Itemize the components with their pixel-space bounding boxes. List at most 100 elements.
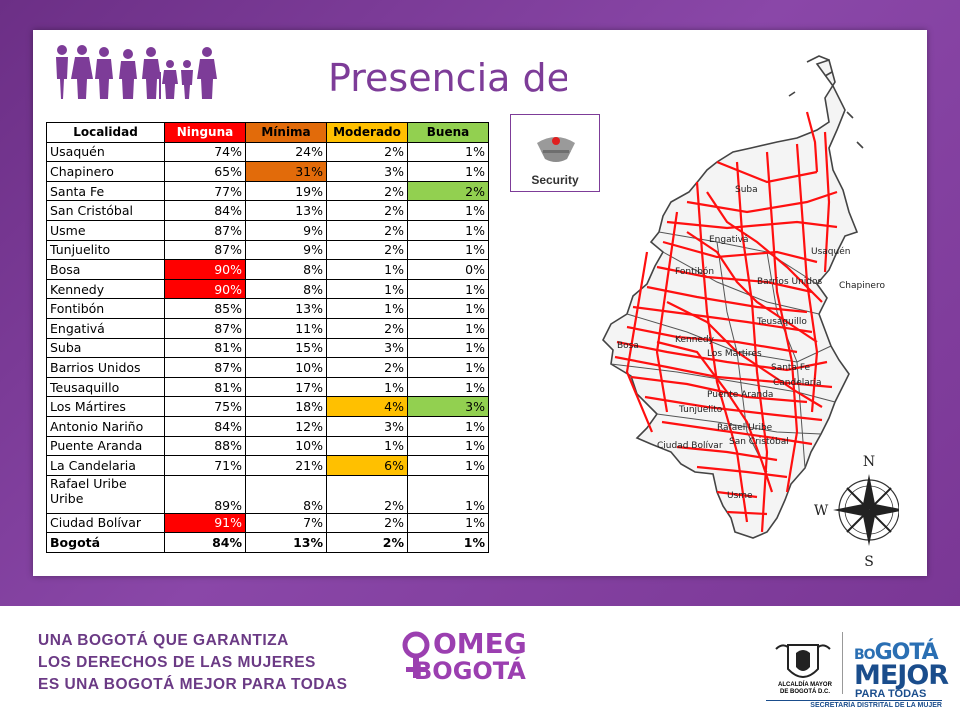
cell-buena: 1%: [407, 376, 489, 398]
cell-localidad: Fontibón: [46, 298, 165, 319]
cell-localidad: Rafael Uribe Uribe: [46, 474, 165, 514]
cell-buena: 2%: [407, 180, 489, 202]
cell-moderado: 2%: [326, 239, 408, 261]
compass-rose-icon: N S W E: [814, 454, 922, 570]
label-santa-fe: Santa Fe: [771, 363, 811, 373]
label-fontibon: Fontibón: [675, 266, 714, 277]
slogan-line-2: LOS DERECHOS DE LAS MUJERES: [38, 654, 316, 671]
cell-minima: 31%: [245, 161, 327, 182]
table-row: Suba 81% 15% 3% 1%: [46, 337, 489, 359]
cell-buena: 1%: [407, 474, 489, 514]
label-rafael-uribe: Rafael Uribe: [717, 423, 773, 433]
cell-buena: 0%: [407, 259, 489, 280]
police-cap-icon: [537, 137, 575, 162]
cell-moderado: 2%: [326, 200, 408, 221]
security-badge: Security: [510, 114, 600, 192]
label-los-martires: Los Mártires: [707, 349, 762, 359]
brand-gota: GOTÁ: [874, 640, 939, 665]
header-buena: Buena: [407, 122, 489, 143]
cell-moderado: 1%: [326, 259, 408, 280]
cell-buena: 1%: [407, 200, 489, 221]
cell-ninguna: 91%: [164, 512, 246, 534]
bogota-brand-line3: PARA TODAS: [855, 688, 927, 700]
cell-ninguna: 71%: [164, 455, 246, 476]
compass-s: S: [864, 554, 874, 570]
table-row: Engativá 87% 11% 2% 1%: [46, 317, 489, 339]
cell-buena: 1%: [407, 278, 489, 300]
slogan-line-3: ES UNA BOGOTÁ MEJOR PARA TODAS: [38, 676, 348, 693]
map-drawing: Suba Engativá Usaquén Fontibón Barrios U…: [602, 55, 922, 570]
brand-bo: BO: [854, 647, 876, 663]
cell-ninguna: 90%: [164, 259, 246, 280]
label-engativa: Engativá: [709, 235, 749, 245]
omeg-logo: OMEG BOGOTÁ: [400, 627, 527, 691]
cell-minima: 13%: [245, 298, 327, 319]
cell-buena: 1%: [407, 141, 489, 163]
secretaria-rule: [766, 700, 942, 701]
compass-n: N: [863, 454, 875, 470]
cell-buena: 1%: [407, 357, 489, 378]
cell-moderado: 3%: [326, 337, 408, 359]
table-row: Kennedy 90% 8% 1% 1%: [46, 278, 489, 300]
map-streets: [614, 111, 838, 533]
table-row: La Candelaria 71% 21% 6% 1%: [46, 455, 489, 476]
cell-moderado: 2%: [326, 317, 408, 339]
cell-minima: 8%: [245, 259, 327, 280]
header-ninguna: Ninguna: [164, 122, 246, 143]
label-kennedy: Kennedy: [675, 335, 715, 345]
bogota-map: Suba Engativá Usaquén Fontibón Barrios U…: [567, 52, 922, 570]
cell-ninguna: 88%: [164, 435, 246, 457]
label-usaquen: Usaquén: [811, 246, 850, 257]
table-row: Rafael Uribe Uribe 89% 8% 2% 1%: [46, 474, 489, 514]
cell-minima: 7%: [245, 512, 327, 534]
bogota-brand-line1: BOGOTÁ: [854, 640, 939, 665]
cell-minima: 9%: [245, 239, 327, 261]
cell-buena: 1%: [407, 532, 489, 553]
cell-buena: 1%: [407, 317, 489, 339]
cell-buena: 1%: [407, 239, 489, 261]
label-usme: Usme: [727, 491, 753, 501]
cell-moderado: 2%: [326, 474, 408, 514]
cell-localidad: Barrios Unidos: [46, 357, 165, 378]
label-suba: Suba: [735, 185, 758, 195]
table-row: Barrios Unidos 87% 10% 2% 1%: [46, 357, 489, 378]
cell-minima: 17%: [245, 376, 327, 398]
table-row: Bosa 90% 8% 1% 0%: [46, 259, 489, 280]
footer-slogan: UNA BOGOTÁ QUE GARANTIZA LOS DERECHOS DE…: [38, 630, 348, 696]
cell-buena: 1%: [407, 512, 489, 534]
table-row: Usme 87% 9% 2% 1%: [46, 219, 489, 241]
alcaldia-line-1: ALCALDÍA MAYOR: [778, 682, 832, 688]
cell-minima: 19%: [245, 180, 327, 202]
cell-minima: 12%: [245, 415, 327, 437]
cell-ninguna: 87%: [164, 239, 246, 261]
cell-buena: 1%: [407, 455, 489, 476]
table-row: Antonio Nariño 84% 12% 3% 1%: [46, 415, 489, 437]
header-moderado: Moderado: [326, 122, 408, 143]
cell-moderado: 3%: [326, 415, 408, 437]
table-row: Usaquén 74% 24% 2% 1%: [46, 141, 489, 163]
cell-ninguna: 89%: [164, 474, 246, 514]
cell-localidad: Bosa: [46, 259, 165, 280]
compass-w: W: [814, 503, 829, 519]
map-hills: [788, 55, 864, 149]
cell-localidad: San Cristóbal: [46, 200, 165, 221]
table-row: Teusaquillo 81% 17% 1% 1%: [46, 376, 489, 398]
cell-localidad: Usaquén: [46, 141, 165, 163]
table-row: Tunjuelito 87% 9% 2% 1%: [46, 239, 489, 261]
cell-minima: 21%: [245, 455, 327, 476]
label-san-cristobal: San Cristóbal: [729, 436, 789, 447]
cell-minima: 9%: [245, 219, 327, 241]
footer-divider: [842, 632, 843, 694]
cell-ninguna: 90%: [164, 278, 246, 300]
cell-ninguna: 85%: [164, 298, 246, 319]
table-row: Puente Aranda 88% 10% 1% 1%: [46, 435, 489, 457]
cell-minima: 13%: [245, 200, 327, 221]
label-barrios-unidos: Barrios Unidos: [757, 277, 822, 287]
cell-minima: 11%: [245, 317, 327, 339]
cell-localidad: Kennedy: [46, 278, 165, 300]
table-row: Ciudad Bolívar 91% 7% 2% 1%: [46, 512, 489, 534]
cell-localidad: Bogotá: [46, 532, 165, 553]
cell-ninguna: 65%: [164, 161, 246, 182]
cell-minima: 8%: [245, 278, 327, 300]
cell-moderado: 3%: [326, 161, 408, 182]
